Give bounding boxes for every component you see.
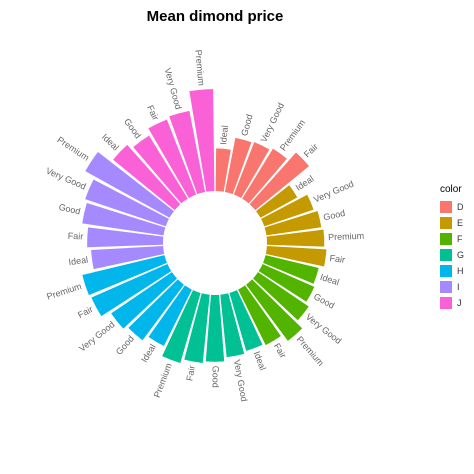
cut-label: Fair — [68, 231, 84, 242]
legend-item-h: H — [440, 263, 464, 279]
bar-h-premium — [82, 255, 167, 296]
bar-d-premium — [242, 148, 287, 204]
cut-label: Ideal — [294, 174, 316, 193]
chart-title: Mean dimond price — [146, 8, 284, 25]
cut-label: Ideal — [218, 125, 230, 145]
bar-i-very-good — [85, 179, 169, 227]
cut-label: Good — [239, 113, 255, 137]
legend-item-d: D — [440, 199, 464, 215]
legend-title: color — [440, 184, 462, 195]
legend-item-j: J — [440, 295, 464, 311]
legend-key — [440, 217, 452, 229]
cut-label: Very Good — [77, 319, 116, 353]
bar-i-premium — [85, 151, 174, 218]
cut-label: Fair — [329, 253, 346, 265]
cut-label: Premium — [152, 362, 174, 399]
legend-label: D — [457, 202, 464, 212]
bar-e-ideal — [256, 185, 298, 218]
legend-label: H — [457, 266, 464, 276]
bar-e-very-good — [261, 194, 314, 227]
cut-label: Fair — [272, 341, 289, 359]
bar-i-fair — [87, 227, 164, 248]
cut-label: Good — [312, 291, 336, 310]
cut-label: Premium — [55, 135, 91, 163]
cut-label: Good — [58, 202, 82, 217]
cut-label: Premium — [45, 281, 82, 302]
cut-label: Very Good — [44, 166, 87, 192]
cut-label: Good — [122, 117, 143, 141]
bar-f-premium — [246, 279, 303, 341]
legend-key — [440, 233, 452, 245]
legend-item-f: F — [440, 231, 464, 247]
legend-key — [440, 281, 452, 293]
bar-g-ideal — [229, 290, 263, 351]
bar-d-good — [224, 137, 252, 195]
cut-label: Ideal — [100, 132, 121, 153]
cut-label: Premium — [328, 231, 364, 243]
bar-g-good — [205, 294, 225, 362]
cut-label: Premium — [278, 118, 307, 153]
legend-key — [440, 265, 452, 277]
cut-label: Very Good — [163, 67, 184, 111]
cut-label: Very Good — [232, 359, 249, 403]
bar-e-good — [264, 211, 322, 236]
cut-label: Fair — [145, 104, 161, 122]
cut-label: Good — [114, 334, 136, 357]
bar-g-premium — [162, 290, 201, 363]
cut-label: Ideal — [319, 272, 341, 288]
cut-label: Ideal — [139, 342, 158, 364]
bar-j-fair — [148, 119, 197, 199]
cut-label: Good — [322, 208, 346, 223]
bar-f-ideal — [263, 255, 319, 284]
bar-e-fair — [265, 245, 327, 267]
bar-f-good — [258, 264, 315, 302]
bar-g-very-good — [220, 293, 245, 358]
bar-j-premium — [189, 89, 215, 192]
cut-label: Fair — [184, 365, 197, 382]
bar-j-ideal — [113, 144, 181, 211]
cut-label: Ideal — [68, 255, 89, 268]
legend-item-e: E — [440, 215, 464, 231]
bar-d-ideal — [215, 148, 231, 192]
bar-e-premium — [266, 229, 325, 247]
cut-label: Ideal — [252, 350, 268, 372]
cut-label: Good — [211, 366, 221, 388]
cut-label: Fair — [76, 304, 94, 320]
bar-h-very-good — [111, 272, 177, 329]
bar-h-ideal — [148, 285, 192, 346]
legend-label: I — [457, 282, 460, 292]
cut-label: Very Good — [312, 179, 355, 205]
bar-d-fair — [249, 152, 310, 211]
bars-group — [82, 89, 327, 364]
legend-label: J — [457, 298, 462, 308]
legend-label: F — [457, 234, 463, 244]
bar-j-very-good — [169, 110, 206, 195]
bar-g-fair — [184, 293, 210, 364]
bar-j-good — [133, 135, 188, 204]
cut-label: Very Good — [259, 101, 286, 144]
legend-item-g: G — [440, 247, 464, 263]
cut-label: Premium — [295, 334, 326, 368]
cut-label: Very Good — [304, 312, 343, 346]
bar-h-good — [128, 279, 184, 341]
bar-h-fair — [91, 264, 172, 317]
legend-key — [440, 249, 452, 261]
bar-i-good — [82, 203, 166, 236]
bar-f-very-good — [253, 272, 309, 321]
bar-f-fair — [238, 285, 281, 346]
legend-key — [440, 201, 452, 213]
cut-label: Premium — [193, 49, 206, 86]
cut-label: Fair — [302, 142, 320, 160]
legend-item-i: I — [440, 279, 464, 295]
legend-key — [440, 297, 452, 309]
legend-label: G — [457, 250, 465, 260]
bar-i-ideal — [91, 245, 165, 270]
bar-d-very-good — [233, 142, 270, 199]
legend-label: E — [457, 218, 464, 228]
